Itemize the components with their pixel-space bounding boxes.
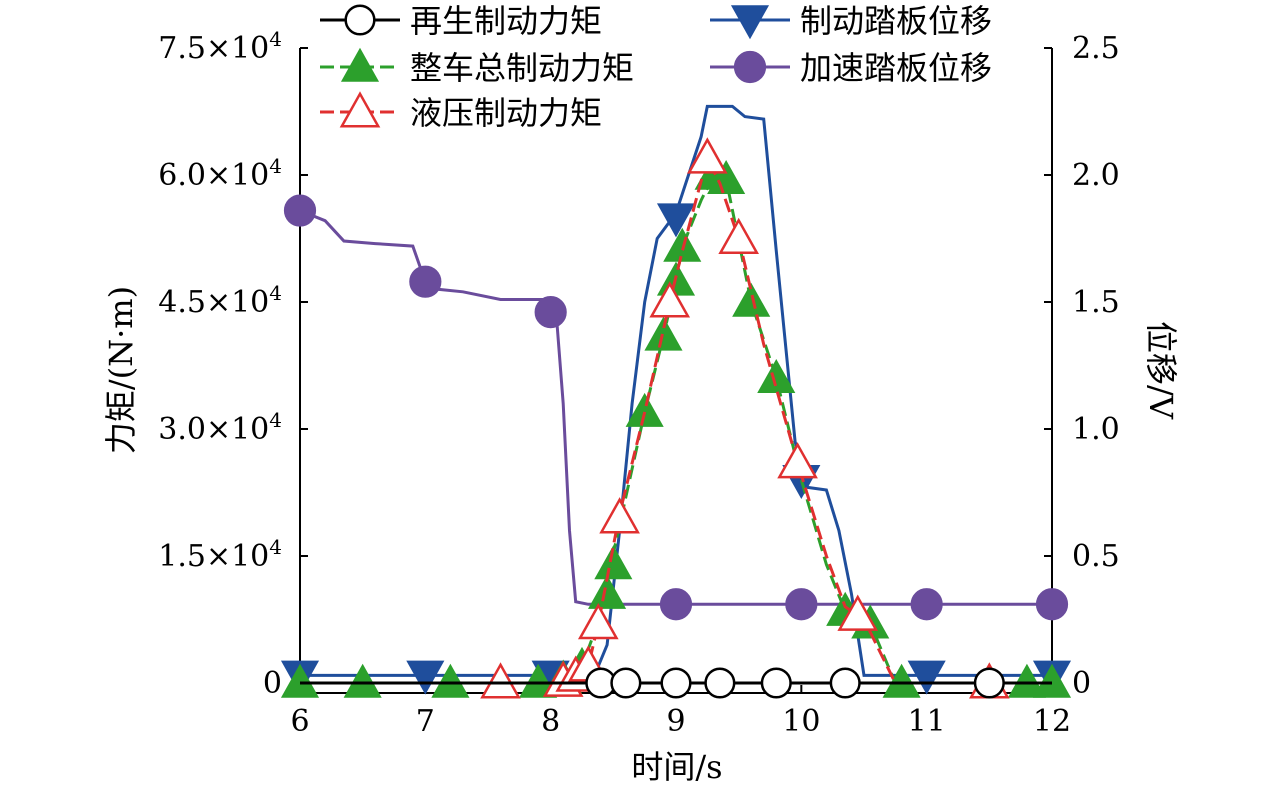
- series-2-point: [1007, 663, 1046, 698]
- series-5-point: [1035, 588, 1069, 621]
- series-5-point: [283, 194, 317, 227]
- legend-item-3: 液压制动力矩: [320, 91, 602, 132]
- series-2-point: [594, 545, 633, 580]
- legend-marker: [344, 4, 376, 36]
- x-tick-label: 9: [666, 704, 685, 739]
- legend-marker: [339, 91, 381, 128]
- series-layer: [280, 104, 1072, 699]
- series-3-point: [777, 442, 818, 479]
- series-3-point: [577, 602, 619, 640]
- series-1-point: [704, 667, 736, 699]
- series-5: [283, 194, 1069, 621]
- legend-label: 加速踏板位移: [800, 49, 992, 87]
- series-5-point: [910, 588, 943, 621]
- series-3-point: [718, 217, 759, 255]
- legend-marker: [340, 47, 380, 82]
- series-1-point: [660, 667, 692, 699]
- series-3-point: [649, 281, 691, 318]
- right-y-tick-label: 2.0: [1072, 158, 1120, 193]
- left-y-tick-label: 7.5×104: [158, 27, 282, 66]
- x-tick-label: 8: [541, 704, 560, 739]
- series-5-point: [409, 265, 442, 298]
- series-1-point: [610, 667, 642, 699]
- series-1: [300, 667, 1052, 699]
- series-2-point: [882, 663, 921, 698]
- x-tick-label: 7: [416, 704, 435, 739]
- series-5-point: [534, 296, 567, 329]
- series-2-point: [625, 392, 664, 427]
- legend-item-2: 整车总制动力矩: [320, 47, 634, 87]
- left-y-tick-label: 0: [263, 666, 282, 701]
- series-4-point: [406, 660, 445, 695]
- series-5-point: [659, 588, 693, 621]
- series-3-point: [480, 662, 521, 699]
- x-axis-title: 时间/s: [631, 748, 722, 786]
- right-y-tick-label: 2.5: [1072, 31, 1120, 66]
- x-tick-label: 11: [908, 704, 946, 739]
- x-tick-label: 6: [290, 704, 309, 739]
- series-1-point: [760, 667, 792, 699]
- series-1-point: [973, 667, 1005, 699]
- series-2-point: [588, 574, 627, 609]
- series-2-point: [663, 227, 702, 262]
- series-5-point: [785, 588, 818, 621]
- legend-item-4: 制动踏板位移: [710, 2, 992, 40]
- right-y-tick-label: 0.5: [1072, 539, 1120, 574]
- left-y-axis-title: 力矩/(N·m): [102, 286, 140, 454]
- series-1-point: [829, 667, 861, 699]
- legend-marker: [730, 5, 770, 40]
- left-y-tick-label: 1.5×104: [158, 535, 282, 574]
- series-2-point: [1032, 663, 1072, 698]
- legend-label: 再生制动力矩: [410, 2, 602, 40]
- x-tick-label: 12: [1033, 704, 1071, 739]
- right-y-axis-title: 位移/V: [1142, 321, 1180, 420]
- legend-label: 液压制动力矩: [410, 94, 602, 132]
- legend-item-1: 再生制动力矩: [320, 2, 602, 40]
- left-y-tick-label: 3.0×104: [158, 408, 282, 447]
- series-3-point: [599, 497, 640, 534]
- axes: 6 7 8 9 10 11 1201.5×1043.0×1044.5×1046.0×1047…: [158, 27, 1119, 739]
- right-y-tick-label: 0: [1072, 666, 1091, 701]
- series-2-point: [732, 282, 771, 317]
- legend-item-5: 加速踏板位移: [710, 49, 992, 87]
- series-4-point: [907, 660, 946, 695]
- left-y-tick-label: 4.5×104: [158, 281, 282, 320]
- series-3-point: [837, 594, 879, 631]
- right-y-tick-label: 1.0: [1072, 412, 1120, 447]
- legend-label: 整车总制动力矩: [410, 49, 634, 87]
- right-y-tick-label: 1.5: [1072, 285, 1120, 320]
- series-2-point: [644, 316, 683, 351]
- series-3-point: [687, 137, 728, 174]
- series-4-point: [656, 203, 696, 238]
- series-2-point: [280, 663, 320, 698]
- x-tick-label: 10: [782, 704, 820, 739]
- series-2-point: [707, 160, 746, 195]
- series-2-point: [343, 663, 382, 698]
- series-2-point: [431, 663, 470, 698]
- legend-marker: [733, 50, 767, 84]
- legend-label: 制动踏板位移: [800, 2, 992, 40]
- left-y-tick-label: 6.0×104: [158, 154, 282, 193]
- series-5-line: [299, 209, 1052, 606]
- series-4-line: [300, 104, 1052, 677]
